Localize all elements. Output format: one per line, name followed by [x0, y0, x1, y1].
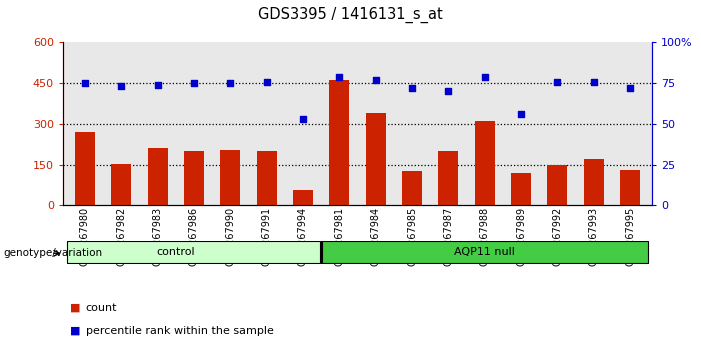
Bar — [402, 171, 422, 205]
Bar — [322, 241, 648, 263]
Point — [79, 80, 90, 86]
Point — [116, 84, 127, 89]
Bar — [620, 170, 640, 205]
Bar — [220, 150, 240, 205]
Text: AQP11 null: AQP11 null — [454, 247, 515, 257]
Text: ■: ■ — [70, 303, 81, 313]
Text: GDS3395 / 1416131_s_at: GDS3395 / 1416131_s_at — [258, 7, 443, 23]
Point — [334, 74, 345, 80]
Point — [552, 79, 563, 84]
Bar — [111, 164, 131, 205]
Point — [297, 116, 308, 122]
Point — [479, 74, 490, 80]
Text: genotype/variation: genotype/variation — [4, 248, 102, 258]
Bar — [584, 159, 604, 205]
Bar — [148, 148, 168, 205]
Bar — [438, 151, 458, 205]
Point — [370, 77, 381, 83]
Text: control: control — [156, 247, 195, 257]
Bar — [511, 173, 531, 205]
Bar — [75, 132, 95, 205]
Point — [443, 88, 454, 94]
Point — [261, 79, 272, 84]
Point — [588, 79, 599, 84]
Point — [225, 80, 236, 86]
Point — [189, 80, 200, 86]
Text: count: count — [86, 303, 117, 313]
Text: percentile rank within the sample: percentile rank within the sample — [86, 326, 273, 336]
Bar — [475, 121, 495, 205]
Point — [515, 111, 526, 117]
Bar — [329, 80, 349, 205]
Bar — [366, 113, 386, 205]
Point — [152, 82, 163, 88]
Point — [625, 85, 636, 91]
Bar — [184, 151, 204, 205]
Bar — [547, 165, 567, 205]
Bar — [293, 190, 313, 205]
Bar — [67, 241, 320, 263]
Text: ■: ■ — [70, 326, 81, 336]
Bar — [257, 151, 277, 205]
Point — [407, 85, 418, 91]
